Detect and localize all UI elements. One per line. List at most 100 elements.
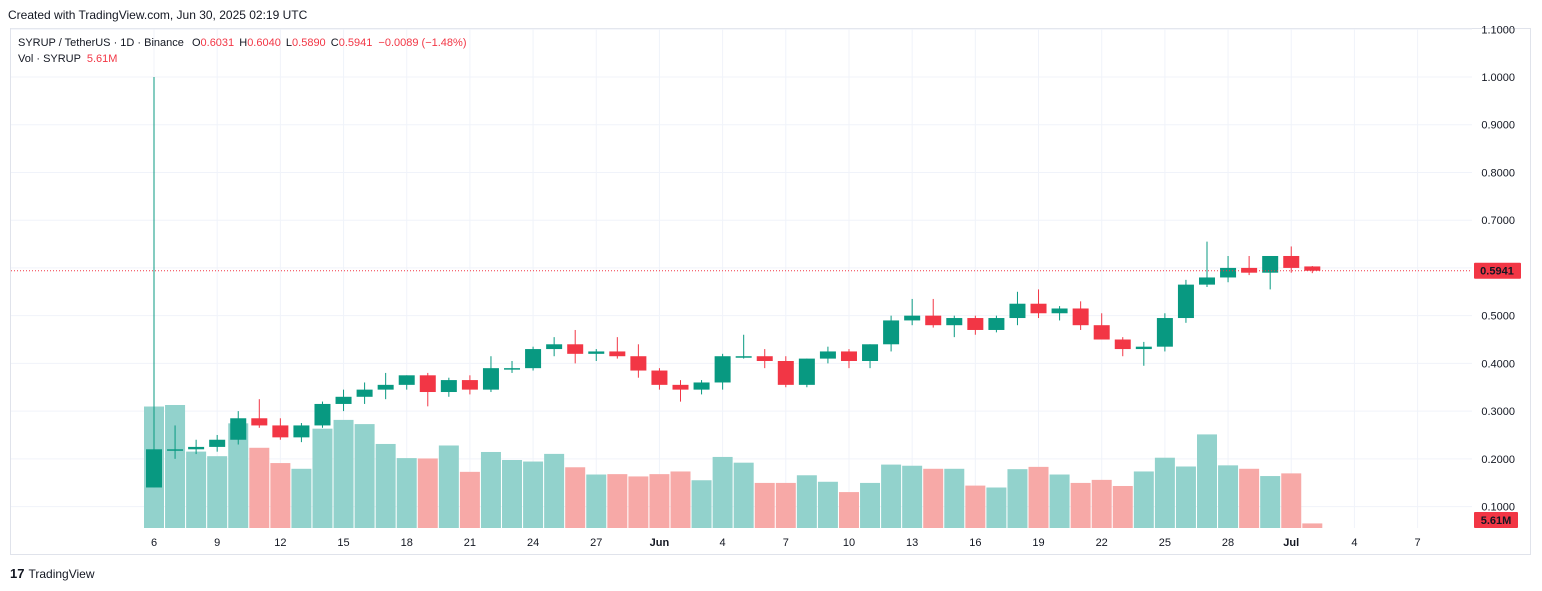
candle-body (1304, 266, 1321, 271)
volume-bar (544, 453, 565, 528)
volume-bar (459, 471, 480, 528)
time-tick-label: 10 (843, 537, 855, 549)
candle-body (630, 356, 647, 371)
time-tick-label: 4 (720, 537, 726, 549)
volume-bar (944, 468, 965, 528)
volume-bar (249, 447, 270, 528)
volume-bar (228, 423, 249, 528)
ohlc-legend-row: SYRUP / TetherUS · 1D · Binance O0.6031 … (18, 35, 467, 51)
candle-body (272, 425, 289, 438)
candle-body (756, 356, 773, 361)
chart-frame (10, 28, 1531, 555)
volume-bar (270, 463, 291, 528)
candle-body (419, 375, 436, 393)
volume-bar (565, 467, 586, 528)
candle-body (904, 315, 921, 321)
volume-bar (1154, 457, 1175, 528)
time-tick-label: 7 (1415, 537, 1421, 549)
volume-bar (1197, 434, 1217, 528)
candle-body (693, 382, 710, 390)
volume-bar (291, 468, 312, 528)
candle-body (398, 375, 415, 385)
low-value: 0.5890 (292, 37, 326, 49)
time-tick-label: 27 (590, 537, 602, 549)
candle-body (1072, 308, 1089, 326)
volume-bar (375, 443, 396, 528)
volume-bar (396, 458, 417, 528)
volume-bar (438, 445, 459, 528)
candle-body (819, 351, 836, 359)
volume-bar (186, 451, 207, 528)
volume-bar (775, 482, 796, 528)
volume-bar (965, 485, 986, 528)
candle-body (967, 318, 984, 330)
candle-body (440, 380, 457, 393)
volume-legend-row: Vol · SYRUP 5.61M (18, 51, 467, 67)
candle-body (1241, 267, 1258, 273)
candle-body (672, 384, 689, 390)
time-tick-label: 24 (527, 537, 539, 549)
time-tick-label: 7 (783, 537, 789, 549)
candle-body (1156, 318, 1173, 347)
price-tick-label: 0.8000 (1481, 167, 1515, 179)
chart-credit: Created with TradingView.com, Jun 30, 20… (8, 8, 308, 22)
volume-bar (1112, 485, 1133, 528)
price-tick-label: 0.1000 (1481, 502, 1515, 514)
price-tick-label: 1.0000 (1481, 72, 1515, 84)
volume-bar (817, 481, 838, 528)
volume-bar (1260, 476, 1281, 528)
close-label: C (330, 37, 339, 49)
volume-bar (417, 458, 438, 528)
volume-bar (165, 404, 186, 528)
volume-bar (333, 419, 354, 528)
time-tick-label: 16 (969, 537, 981, 549)
time-tick-label: 21 (464, 537, 476, 549)
volume-bar (649, 474, 670, 528)
price-tick-label: 0.3000 (1481, 406, 1515, 418)
open-value: 0.6031 (200, 37, 235, 49)
volume-bar (480, 451, 501, 528)
candle-body (293, 425, 310, 438)
volume-bar (628, 476, 649, 528)
volume-bar (1239, 468, 1260, 528)
price-tick-label: 1.1000 (1481, 24, 1515, 36)
last-price-label: 0.5941 (1480, 266, 1514, 278)
chart-legend: SYRUP / TetherUS · 1D · Binance O0.6031 … (18, 35, 467, 67)
volume-bar (712, 456, 733, 528)
candle-body (1009, 303, 1026, 319)
volume-bar (1070, 482, 1091, 528)
price-tick-label: 0.5000 (1481, 311, 1515, 323)
candle-body (230, 418, 247, 440)
volume-bar (1007, 469, 1028, 528)
candle-body (525, 349, 542, 369)
volume-label[interactable]: Vol · SYRUP (18, 53, 81, 65)
candle-body (209, 439, 226, 447)
symbol-label[interactable]: SYRUP / TetherUS · 1D · Binance (18, 37, 184, 49)
candle-body (735, 356, 752, 358)
candle-body (356, 389, 373, 397)
volume-bar (986, 487, 1007, 528)
volume-bar (586, 474, 607, 528)
candle-body (840, 351, 857, 361)
volume-bar (923, 468, 944, 528)
candle-body (546, 344, 563, 350)
footer-branding[interactable]: 17 TradingView (10, 566, 95, 581)
volume-bar (754, 482, 775, 528)
price-tick-label: 0.4000 (1481, 358, 1515, 370)
candle-body (1199, 277, 1215, 285)
candle-body (1220, 267, 1237, 278)
volume-bar (1133, 471, 1154, 528)
volume-bar (1175, 466, 1196, 528)
candle-body (1093, 325, 1110, 340)
time-tick-label: 4 (1351, 537, 1357, 549)
price-tick-label: 0.9000 (1481, 120, 1515, 132)
change-value: −0.0089 (−1.48%) (378, 37, 467, 49)
candle-body (188, 446, 205, 450)
candle-body (588, 351, 605, 354)
volume-bar (502, 460, 523, 528)
volume-bar (1218, 465, 1239, 528)
volume-bar (691, 480, 712, 528)
candle-body (862, 344, 879, 361)
time-tick-label: 13 (906, 537, 918, 549)
